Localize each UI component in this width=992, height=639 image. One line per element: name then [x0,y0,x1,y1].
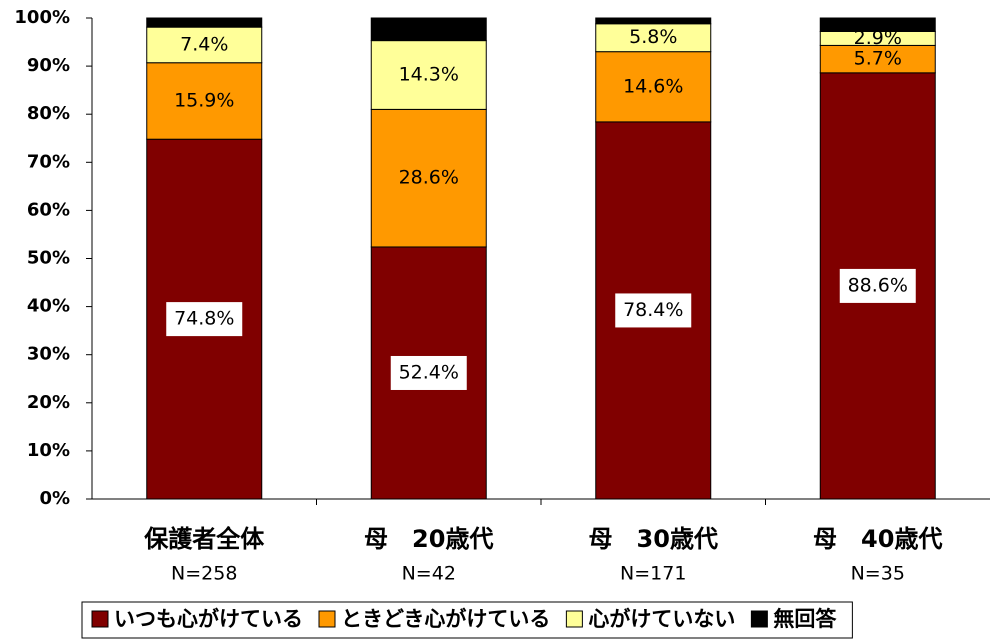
data-label-box [615,293,692,328]
data-label-box [839,268,916,303]
x-tick-label: 母 40歳代 [813,525,942,553]
bar-segment [370,40,487,110]
data-label: 52.4% [399,361,459,383]
data-label: 14.6% [623,75,683,97]
x-tick-label: 母 20歳代 [364,525,493,553]
bar-segment [370,17,487,42]
data-label: 78.4% [623,299,683,321]
data-label: 28.6% [399,167,459,189]
bar-segment [370,108,487,248]
data-label-box [166,302,243,337]
y-tick-label: 20% [27,392,70,413]
sample-size: N=171 [620,563,686,585]
sample-size: N=258 [171,563,237,585]
y-tick-label: 0% [39,488,70,509]
data-label-box [390,355,467,390]
legend-label: ときどき心がけている [341,607,550,631]
data-label: 15.9% [174,89,234,111]
legend-swatch [91,610,109,628]
bar-segment [819,44,936,74]
data-label: 5.8% [629,26,677,48]
legend-swatch [318,610,336,628]
sample-size: N=42 [402,563,456,585]
sample-size: N=35 [851,563,905,585]
data-label: 14.3% [399,63,459,85]
y-tick-label: 10% [27,440,70,461]
legend-box [81,601,853,639]
bar-segment [595,17,712,25]
legend-label: いつも心がけている [114,607,303,631]
bar-segment [595,23,712,53]
y-tick-label: 50% [27,248,70,269]
y-tick-label: 90% [27,55,70,76]
y-tick-label: 100% [14,7,70,28]
bar-segment [819,17,936,32]
data-label: 88.6% [848,274,908,296]
data-label: 74.8% [174,308,234,330]
data-label: 7.4% [180,33,228,55]
y-tick-label: 30% [27,344,70,365]
bar-segment [146,26,263,64]
legend-label: 心がけていない [588,607,735,631]
y-tick-label: 40% [27,296,70,317]
bar-segment [595,51,712,123]
y-tick-label: 70% [27,151,70,172]
legend-label: 無回答 [773,607,837,631]
y-tick-label: 80% [27,103,70,124]
data-label: 5.7% [854,48,902,70]
x-tick-label: 保護者全体 [143,525,265,553]
y-tick-label: 60% [27,199,70,220]
data-label: 2.9% [854,27,902,49]
bar-segment [146,62,263,140]
legend-swatch [565,610,583,628]
legend-swatch [750,610,768,628]
bar-segment [146,17,263,28]
x-tick-label: 母 30歳代 [589,525,718,553]
